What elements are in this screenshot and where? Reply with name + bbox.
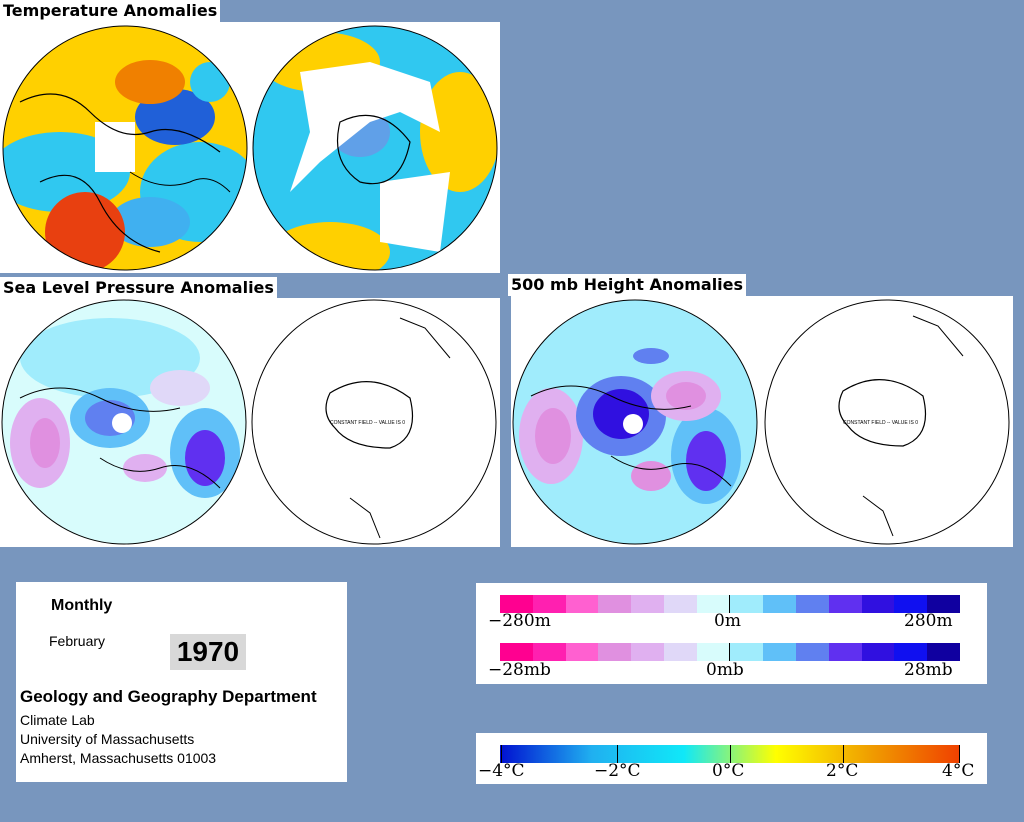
pressure-tick-mid: 0mb [706, 660, 744, 680]
height-colorbar-segment [828, 595, 862, 613]
department-label: Geology and Geography Department [20, 687, 317, 706]
slp-map-north [1, 299, 247, 545]
height-colorbar-segment [663, 595, 697, 613]
temp-tick-mark-5 [959, 745, 960, 763]
temp-tick-1: −4°C [478, 761, 525, 781]
height-colorbar-segment [532, 595, 566, 613]
height500-constant-note: CONSTANT FIELD -- VALUE IS 0 [843, 420, 918, 426]
height-colorbar-segment [861, 595, 895, 613]
temp-tick-mark-4 [843, 745, 844, 763]
info-box: Monthly February 1970 Geology and Geogra… [16, 582, 347, 782]
pressure-colorbar-segment [631, 643, 664, 661]
temp-tick-mark-1 [501, 745, 502, 763]
pressure-colorbar-segment [894, 643, 928, 661]
period-label: Monthly [51, 597, 113, 614]
pressure-colorbar-segment [828, 643, 862, 661]
height-tick-right: 280m [904, 611, 953, 631]
pressure-colorbar-segment [861, 643, 895, 661]
temp-tick-2: −2°C [594, 761, 641, 781]
temperature-panel [0, 22, 500, 273]
pressure-colorbar-segment [565, 643, 599, 661]
slp-constant-note: CONSTANT FIELD -- VALUE IS 0 [330, 420, 405, 426]
temp-tick-4: 2°C [826, 761, 859, 781]
height-colorbar-segment [500, 595, 533, 613]
pressure-colorbar-segment [763, 643, 797, 661]
pressure-colorbar-segment [729, 643, 764, 661]
height-colorbar-segment [565, 595, 599, 613]
height-colorbar-segment [894, 595, 928, 613]
pressure-colorbar [500, 643, 960, 661]
height-colorbar-segment [598, 595, 632, 613]
slp-title: Sea Level Pressure Anomalies [0, 277, 277, 299]
slp-panel: CONSTANT FIELD -- VALUE IS 0 [0, 298, 500, 547]
temperature-map-north [2, 25, 248, 271]
pressure-colorbar-segment [696, 643, 730, 661]
pressure-colorbar-segment [500, 643, 533, 661]
slp-map-south: CONSTANT FIELD -- VALUE IS 0 [251, 299, 497, 545]
height-colorbar-segment [796, 595, 829, 613]
temperature-title: Temperature Anomalies [0, 0, 221, 22]
pressure-colorbar-segment [927, 643, 960, 661]
height-colorbar-segment [927, 595, 960, 613]
pressure-colorbar-segment [796, 643, 829, 661]
height-tick-mid: 0m [714, 611, 741, 631]
height500-title: 500 mb Height Anomalies [508, 274, 747, 296]
pressure-colorbar-segment [598, 643, 632, 661]
height500-map-north [512, 299, 758, 545]
height-tick-left: −280m [488, 611, 551, 631]
anomaly-scale-box: −280m 0m 280m −28mb 0mb 28mb [476, 583, 987, 684]
pressure-tick-left: −28mb [488, 660, 551, 680]
height-colorbar-segment [631, 595, 664, 613]
temp-tick-mark-3 [730, 745, 731, 763]
temperature-scale-box: −4°C −2°C 0°C 2°C 4°C [476, 733, 987, 784]
address-label: Amherst, Massachusetts 01003 [20, 750, 217, 766]
height500-panel: CONSTANT FIELD -- VALUE IS 0 [511, 296, 1013, 547]
height500-map-south: CONSTANT FIELD -- VALUE IS 0 [764, 299, 1010, 545]
temp-tick-mark-2 [617, 745, 618, 763]
height-colorbar-segment [763, 595, 797, 613]
temperature-map-south [252, 25, 498, 271]
month-label: February [49, 633, 106, 649]
pressure-tick-right: 28mb [904, 660, 953, 680]
pressure-colorbar-segment [532, 643, 566, 661]
pressure-colorbar-segment [663, 643, 697, 661]
lab-label: Climate Lab [20, 712, 95, 728]
height-colorbar [500, 595, 960, 613]
height-colorbar-segment [696, 595, 730, 613]
temp-tick-5: 4°C [942, 761, 975, 781]
university-label: University of Massachusetts [20, 731, 195, 747]
year-label: 1970 [170, 634, 246, 670]
temp-tick-3: 0°C [712, 761, 745, 781]
height-colorbar-segment [729, 595, 764, 613]
